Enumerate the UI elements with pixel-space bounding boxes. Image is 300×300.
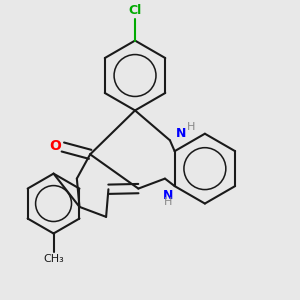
Text: N: N [162, 189, 173, 202]
Text: N: N [176, 127, 186, 140]
Text: H: H [164, 197, 172, 207]
Text: H: H [187, 122, 196, 132]
Text: Cl: Cl [128, 4, 142, 16]
Text: CH₃: CH₃ [43, 254, 64, 264]
Text: O: O [49, 139, 61, 153]
